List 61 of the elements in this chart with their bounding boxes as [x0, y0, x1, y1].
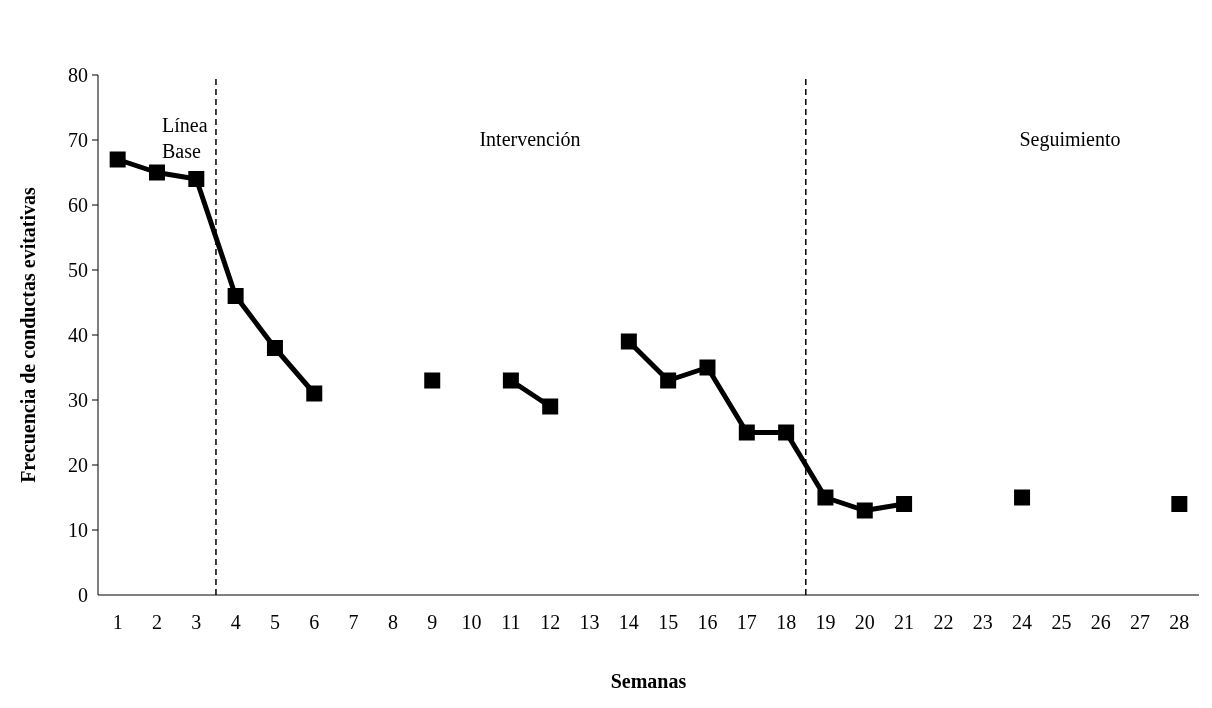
y-tick-label: 30: [68, 389, 88, 411]
point: [188, 171, 205, 187]
point: [502, 372, 519, 389]
annotation: Seguimiento: [1019, 128, 1121, 151]
point: [227, 288, 244, 304]
x-tick-label: 13: [579, 611, 600, 634]
x-tick-label: 23: [972, 611, 993, 634]
point: [148, 164, 165, 181]
x-tick-label: 19: [815, 611, 836, 634]
point: [817, 489, 834, 506]
x-tick-label: 21: [894, 611, 915, 634]
x-tick-label: 7: [348, 611, 359, 634]
point: [1171, 496, 1188, 512]
point: [1014, 489, 1031, 506]
y-axis-title: Frecuencia de conductas evitativas: [17, 186, 40, 483]
x-tick-label: 3: [191, 611, 202, 634]
point: [306, 385, 323, 402]
y-tick-label: 50: [68, 259, 88, 281]
x-tick-label: 10: [461, 611, 482, 634]
x-tick-label: 28: [1169, 611, 1190, 634]
x-tick-label: 22: [933, 611, 954, 634]
x-tick-label: 12: [540, 611, 561, 634]
point: [660, 372, 677, 389]
point: [542, 398, 559, 415]
y-tick-label: 0: [78, 584, 88, 606]
y-tick-label: 10: [68, 519, 88, 541]
x-tick-label: 2: [151, 611, 162, 634]
annotation: Línea Base: [162, 114, 208, 162]
point: [266, 340, 283, 356]
annotation: Intervención: [479, 128, 581, 150]
x-tick-label: 14: [618, 611, 639, 634]
x-tick-label: 18: [776, 611, 797, 634]
x-tick-label: 15: [658, 611, 679, 634]
point: [738, 424, 755, 441]
x-tick-label: 24: [1012, 611, 1033, 634]
y-tick-label: 40: [68, 324, 88, 346]
y-tick-label: 80: [68, 64, 88, 86]
x-tick-label: 4: [230, 611, 241, 634]
point: [856, 502, 873, 519]
point: [896, 496, 913, 512]
x-tick-label: 9: [427, 611, 438, 634]
x-tick-label: 16: [697, 611, 718, 634]
x-tick-label: 25: [1051, 611, 1072, 634]
x-tick-label: 26: [1090, 611, 1111, 634]
x-tick-label: 6: [309, 611, 320, 634]
x-tick-label: 20: [854, 611, 875, 634]
point: [424, 372, 441, 389]
x-tick-label: 17: [736, 611, 757, 634]
x-axis-title: Semanas: [610, 670, 687, 692]
x-tick-label: 1: [112, 611, 123, 634]
x-tick-label: 5: [269, 611, 280, 634]
point: [699, 359, 716, 376]
point: [778, 424, 795, 441]
x-tick-label: 8: [387, 611, 398, 634]
y-tick-label: 20: [68, 454, 88, 476]
point: [620, 333, 637, 350]
x-tick-label: 11: [501, 611, 521, 634]
x-tick-label: 27: [1130, 611, 1151, 634]
y-tick-label: 60: [68, 194, 88, 216]
point: [109, 151, 126, 168]
y-tick-label: 70: [68, 129, 88, 151]
